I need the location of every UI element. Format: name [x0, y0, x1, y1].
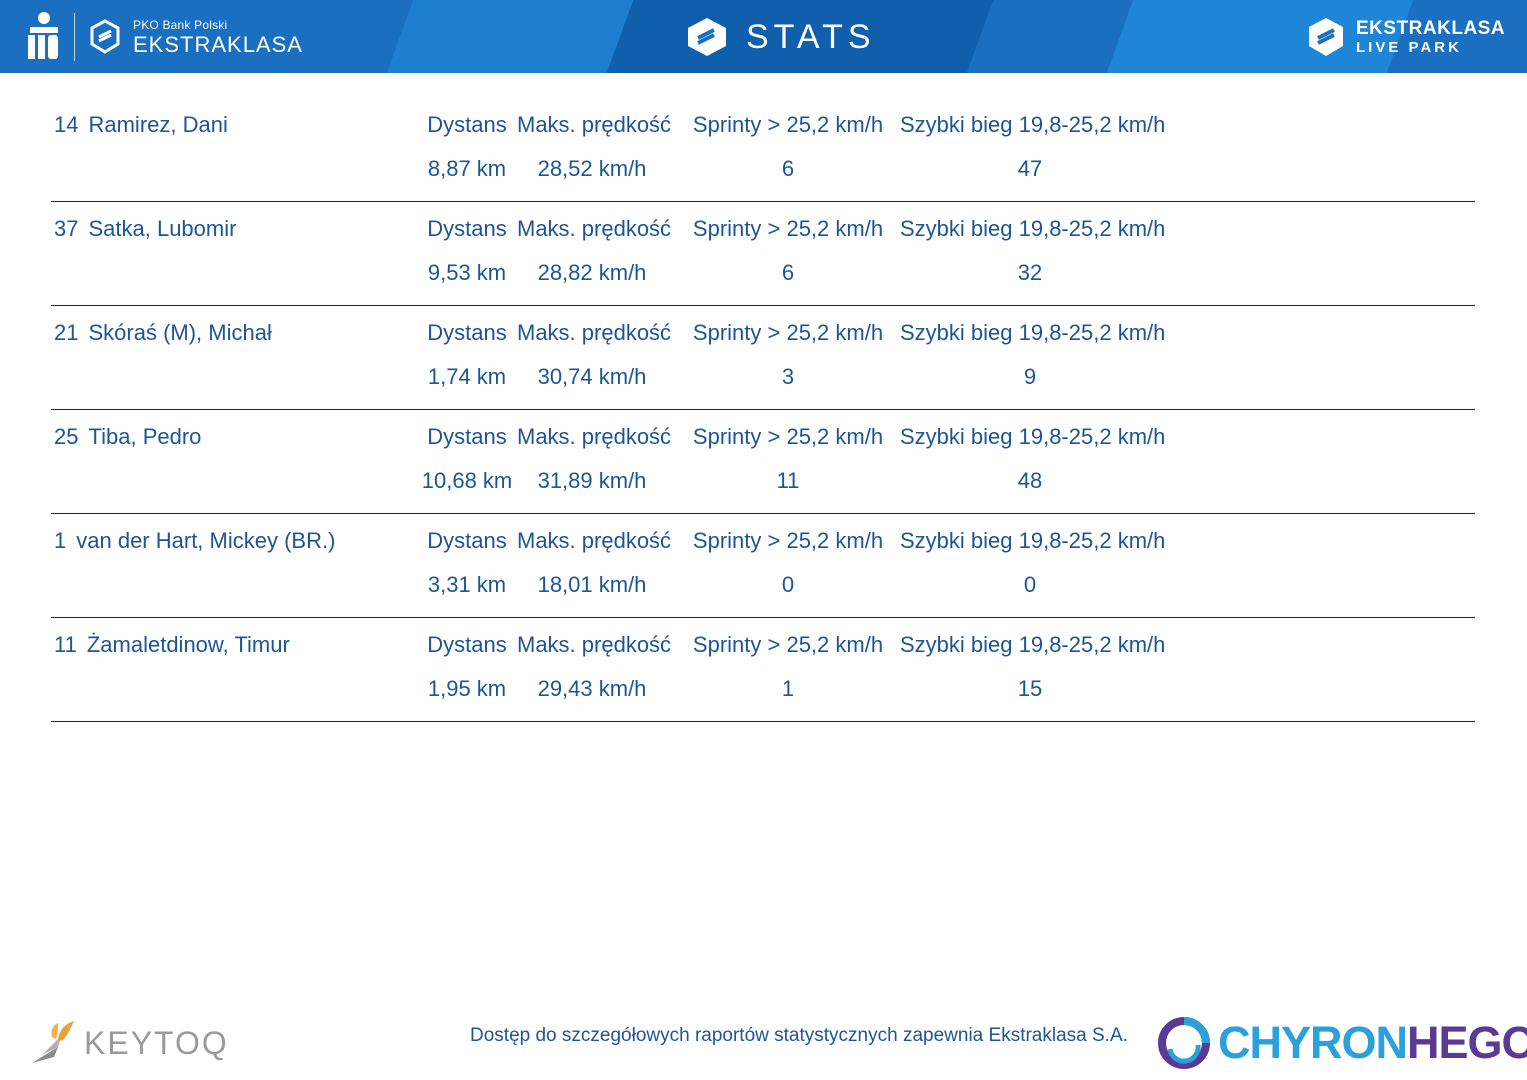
ekstraklasa-logo-icon [90, 19, 120, 54]
distance-value: 1,74 km [427, 364, 507, 389]
max-speed-value: 31,89 km/h [537, 468, 647, 493]
player-number: 25 [54, 424, 79, 449]
max-speed-header: Maks. prędkość [517, 216, 672, 241]
keytoq-logo: KEYTOQ [28, 1016, 229, 1070]
keytoq-text: KEYTOQ [84, 1024, 229, 1061]
sprints-header: Sprinty > 25,2 km/h [692, 528, 884, 553]
max-speed-value: 29,43 km/h [537, 676, 647, 701]
max-speed-value: 30,74 km/h [537, 364, 647, 389]
player-name-cell: 11 Żamaletdinow, Timur [54, 632, 290, 658]
fast-runs-value: 9 [1023, 364, 1037, 389]
distance-value: 8,87 km [427, 156, 507, 181]
distance-header: Dystans [427, 424, 507, 449]
sponsor-small-text: PKO Bank Polski [133, 17, 228, 32]
max-speed-header: Maks. prędkość [517, 112, 672, 137]
player-number: 1 [54, 528, 67, 553]
player-number: 11 [54, 632, 77, 657]
player-name-cell: 37 Satka, Lubomir [54, 216, 236, 242]
fast-runs-value: 47 [1017, 156, 1043, 181]
max-speed-value: 28,52 km/h [537, 156, 647, 181]
live-park-line2: LIVE PARK [1356, 39, 1462, 56]
player-name-cell: 25 Tiba, Pedro [54, 424, 201, 450]
max-speed-header: Maks. prędkość [517, 320, 672, 345]
fast-runs-header: Szybki bieg 19,8-25,2 km/h [900, 424, 1166, 449]
sprints-header: Sprinty > 25,2 km/h [692, 112, 884, 137]
distance-header: Dystans [427, 320, 507, 345]
player-name: van der Hart, Mickey (BR.) [76, 528, 336, 553]
player-number: 37 [54, 216, 79, 241]
sprints-header: Sprinty > 25,2 km/h [692, 424, 884, 449]
sprints-value: 1 [781, 676, 795, 701]
fast-runs-value: 0 [1023, 572, 1037, 597]
player-name-cell: 1 van der Hart, Mickey (BR.) [54, 528, 335, 554]
live-park-line1: EKSTRAKLASA [1356, 18, 1506, 39]
distance-value: 3,31 km [427, 572, 507, 597]
header-bar: PKO Bank Polski EKSTRAKLASA STATS EKSTRA… [0, 0, 1527, 73]
fast-runs-header: Szybki bieg 19,8-25,2 km/h [900, 320, 1166, 345]
player-name: Satka, Lubomir [88, 216, 237, 241]
footer-note: Dostęp do szczegółowych raportów statyst… [470, 1025, 1128, 1046]
stats-title: STATS [684, 14, 876, 60]
page-title: STATS [746, 17, 876, 56]
max-speed-header: Maks. prędkość [517, 528, 672, 553]
sprints-value: 0 [781, 572, 795, 597]
fast-runs-header: Szybki bieg 19,8-25,2 km/h [900, 216, 1166, 241]
logo-divider [74, 13, 75, 61]
distance-header: Dystans [427, 216, 507, 241]
sprints-value: 6 [781, 260, 795, 285]
distance-value: 10,68 km [421, 468, 513, 493]
live-park-logo: EKSTRAKLASA LIVE PARK [1306, 14, 1505, 60]
fast-runs-value: 32 [1017, 260, 1043, 285]
player-name: Ramirez, Dani [88, 112, 228, 137]
max-speed-value: 18,01 km/h [537, 572, 647, 597]
player-name: Tiba, Pedro [88, 424, 202, 449]
table-row: 1 van der Hart, Mickey (BR.) Dystans 3,31… [51, 514, 1475, 618]
chyronhego-logo: CHYRONHEGO [1156, 1014, 1527, 1072]
distance-value: 9,53 km [427, 260, 507, 285]
fast-runs-header: Szybki bieg 19,8-25,2 km/h [900, 528, 1166, 553]
chyronhego-logo-icon [1158, 1017, 1210, 1069]
table-row: 14 Ramirez, Dani Dystans 8,87 km Maks. pr… [51, 98, 1475, 202]
fast-runs-header: Szybki bieg 19,8-25,2 km/h [900, 112, 1166, 137]
distance-header: Dystans [427, 632, 507, 657]
player-number: 21 [54, 320, 79, 345]
sprints-header: Sprinty > 25,2 km/h [692, 632, 884, 657]
hego-text: HEGO [1407, 1017, 1527, 1068]
max-speed-value: 28,82 km/h [537, 260, 647, 285]
fast-runs-value: 48 [1017, 468, 1043, 493]
live-park-logo-icon [1309, 18, 1343, 56]
player-number: 14 [54, 112, 79, 137]
sprints-header: Sprinty > 25,2 km/h [692, 216, 884, 241]
table-row: 21 Skóraś (M), Michał Dystans 1,74 km Mak… [51, 306, 1475, 410]
player-stats-table: 14 Ramirez, Dani Dystans 8,87 km Maks. pr… [51, 98, 1475, 722]
table-row: 37 Satka, Lubomir Dystans 9,53 km Maks. p… [51, 202, 1475, 306]
pko-logo-icon [28, 12, 58, 59]
max-speed-header: Maks. prędkość [517, 424, 672, 449]
fast-runs-header: Szybki bieg 19,8-25,2 km/h [900, 632, 1166, 657]
sponsor-logo: PKO Bank Polski EKSTRAKLASA [24, 8, 303, 66]
sprints-value: 3 [781, 364, 795, 389]
table-row: 25 Tiba, Pedro Dystans 10,68 km Maks. prę… [51, 410, 1475, 514]
player-name-cell: 14 Ramirez, Dani [54, 112, 228, 138]
chyron-text: CHYRON [1218, 1017, 1408, 1068]
player-name-cell: 21 Skóraś (M), Michał [54, 320, 272, 346]
player-name: Skóraś (M), Michał [88, 320, 272, 345]
table-row: 11 Żamaletdinow, Timur Dystans 1,95 km Ma… [51, 618, 1475, 722]
stats-logo-icon [688, 18, 726, 56]
sprints-value: 11 [776, 468, 800, 493]
sponsor-big-text: EKSTRAKLASA [133, 31, 303, 57]
distance-value: 1,95 km [427, 676, 507, 701]
distance-header: Dystans [427, 112, 507, 137]
max-speed-header: Maks. prędkość [517, 632, 672, 657]
fast-runs-value: 15 [1017, 676, 1043, 701]
keytoq-logo-icon [32, 1021, 74, 1063]
sprints-value: 6 [781, 156, 795, 181]
distance-header: Dystans [427, 528, 507, 553]
player-name: Żamaletdinow, Timur [86, 632, 290, 657]
sprints-header: Sprinty > 25,2 km/h [692, 320, 884, 345]
